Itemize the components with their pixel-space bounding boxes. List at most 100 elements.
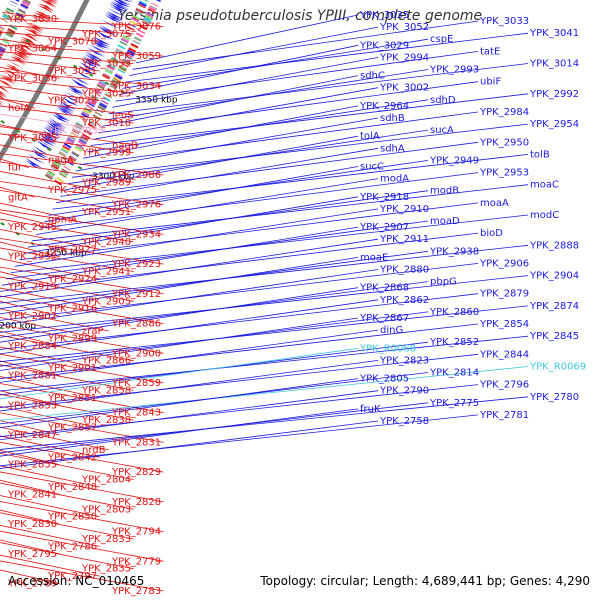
category-track-box [67, 136, 75, 142]
category-track-box [98, 105, 106, 110]
reverse-gene-arrow [36, 139, 54, 151]
reverse-gene-label: YPK_2907 [359, 222, 409, 233]
category-track-box [99, 102, 108, 107]
category-track-box [107, 87, 115, 93]
label-leader-line [0, 271, 60, 287]
forward-gene-arrow [34, 10, 51, 19]
category-track-box [69, 155, 77, 161]
reverse-gene-label: YPK_2775 [429, 398, 479, 409]
reverse-gene-label: sucC [360, 162, 384, 173]
forward-gene-arrow [46, 0, 58, 6]
reverse-gene-label: YPK_2906 [479, 258, 529, 269]
label-leader-line [0, 393, 134, 421]
category-track-box [63, 144, 71, 150]
label-leader-line [112, 57, 379, 108]
reverse-gene-label: YPK_2994 [379, 52, 429, 63]
reverse-gene-arrow [89, 43, 108, 53]
label-leader-line [0, 353, 164, 384]
category-track-box [110, 81, 119, 87]
forward-gene-label: leuS [112, 111, 134, 122]
category-track-box [12, 19, 21, 24]
category-track-box [104, 93, 112, 99]
label-leader-line [56, 147, 379, 204]
forward-gene-arrow [19, 40, 35, 49]
category-track-box [127, 26, 135, 31]
category-track-box [124, 54, 133, 61]
category-track-box [63, 165, 71, 171]
reverse-gene-arrow [62, 93, 81, 104]
label-leader-line [0, 241, 60, 258]
reverse-gene-arrow [24, 159, 42, 170]
reverse-gene-arrow [111, 0, 130, 10]
label-leader-line [0, 482, 134, 510]
forward-gene-arrow [0, 80, 14, 88]
label-leader-line [60, 141, 479, 197]
reverse-gene-arrow [53, 110, 71, 121]
label-leader-line [0, 435, 100, 458]
forward-gene-arrow [12, 52, 28, 62]
forward-gene-label: YPK_2797 [47, 571, 97, 582]
forward-gene-label: YPK_3036 [7, 73, 57, 84]
category-track-box [70, 131, 78, 137]
reverse-gene-label: YPK_3035 [359, 10, 409, 21]
reverse-gene-arrow [105, 11, 124, 21]
label-leader-line [0, 244, 529, 304]
reverse-gene-label: modA [380, 174, 409, 185]
category-track-box [113, 76, 122, 82]
label-leader-line [0, 414, 479, 467]
category-track-box [107, 63, 116, 69]
label-leader-line [0, 305, 529, 363]
forward-gene-arrow [10, 56, 27, 65]
category-track-box [89, 120, 97, 126]
forward-gene-label: YPK_2934 [111, 229, 161, 240]
label-leader-line [0, 38, 60, 50]
label-leader-line [122, 38, 429, 89]
category-track-box [0, 35, 1, 37]
forward-gene-label: YPK_3051 [47, 66, 97, 77]
category-track-box [63, 142, 72, 149]
reverse-gene-label: YPK_2879 [479, 289, 529, 300]
category-track-box [137, 3, 146, 9]
category-track-box [111, 57, 119, 63]
reverse-gene-label: YPK_2867 [359, 313, 409, 324]
category-track-box [54, 179, 63, 186]
reverse-gene-arrow [87, 47, 106, 57]
reverse-gene-label: YPK_2949 [429, 155, 479, 166]
reverse-gene-arrow [57, 102, 76, 113]
label-leader-line [52, 154, 529, 210]
forward-gene-label: YPK_2884 [7, 341, 57, 352]
label-leader-line [0, 426, 109, 451]
label-leader-line [0, 153, 164, 176]
reverse-gene-label: YPK_2790 [379, 386, 429, 397]
reverse-gene-arrow [119, 0, 132, 5]
category-track-box [134, 9, 143, 15]
label-leader-line [0, 383, 164, 414]
category-track-box [141, 21, 150, 26]
category-track-box [136, 7, 144, 12]
reverse-gene-label: sdhD [430, 95, 456, 106]
category-track-box [127, 49, 136, 55]
category-track-box [96, 84, 105, 90]
category-track-box [15, 14, 23, 19]
forward-gene-arrow [15, 46, 32, 55]
category-track-box [83, 109, 91, 115]
reverse-gene-label: sdhA [380, 143, 405, 154]
label-leader-line [0, 372, 429, 425]
reverse-gene-arrow [98, 26, 117, 36]
label-leader-line [119, 44, 359, 96]
category-track-box [88, 99, 97, 105]
reverse-gene-label: YPK_2780 [529, 392, 579, 403]
label-leader-line [0, 334, 134, 362]
reverse-gene-arrow [44, 125, 63, 136]
category-track-box [75, 144, 84, 150]
reverse-gene-arrow [67, 85, 85, 95]
reverse-gene-arrow [81, 59, 100, 69]
category-track-box [133, 37, 142, 42]
reverse-gene-arrow [129, 0, 133, 2]
forward-gene-label: YPK_2850 [47, 512, 97, 523]
reverse-gene-arrow [48, 118, 66, 129]
category-track-box [137, 29, 146, 35]
category-track-box [155, 0, 161, 3]
category-track-box [61, 146, 70, 152]
reverse-gene-label: YPK_2964 [359, 101, 409, 112]
